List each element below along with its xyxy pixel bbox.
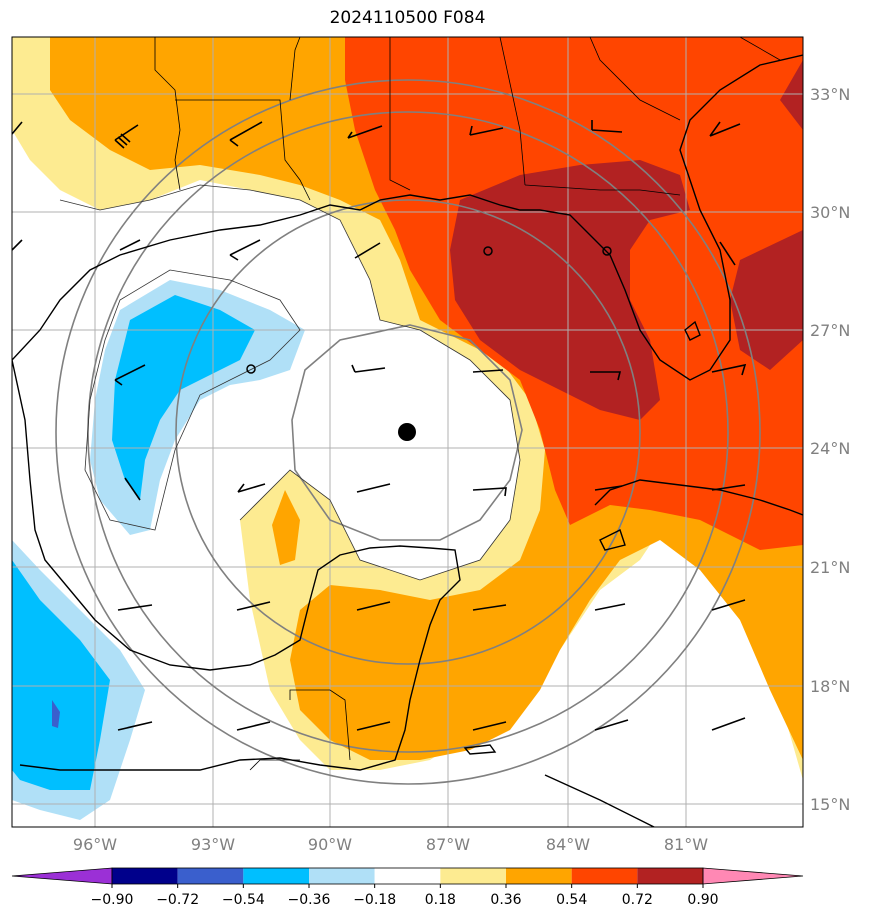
state-borders	[154, 37, 781, 771]
lon-label: 96°W	[73, 835, 117, 854]
shade-dark-red	[450, 160, 690, 420]
colorbar-extension-low	[11, 867, 113, 885]
colorbar-segment	[243, 868, 309, 884]
colorbar-tick-label: 0.18	[425, 892, 456, 908]
longitude-labels: 96°W 93°W 90°W 87°W 84°W 81°W	[73, 835, 708, 854]
lat-label: 33°N	[810, 85, 850, 104]
colorbar-tick-label: 0.36	[490, 892, 521, 908]
shade-orange-ridge	[272, 490, 300, 565]
coastlines	[12, 54, 803, 827]
colorbar-tick-label: 0.90	[687, 892, 718, 908]
colorbar-segment	[309, 868, 375, 884]
colorbar-tick-label: 0.54	[556, 892, 587, 908]
shade-blue-sw	[12, 560, 110, 790]
colorbar-segment	[374, 868, 441, 884]
lon-label: 81°W	[664, 835, 708, 854]
lon-label: 93°W	[191, 835, 235, 854]
colorbar-segment	[571, 868, 638, 884]
lon-label: 90°W	[308, 835, 352, 854]
map-title: 2024110500 F084	[329, 8, 486, 28]
lat-label: 27°N	[810, 321, 850, 340]
colorbar-segment	[112, 868, 178, 884]
lon-label: 87°W	[426, 835, 470, 854]
colorbar: −0.90 −0.72 −0.54 −0.36 −0.18 0.18 0.36 0.54 0.7…	[11, 867, 804, 908]
colorbar-segment	[440, 868, 506, 884]
calm-circles	[246, 246, 612, 374]
colorbar-tick-label: −0.90	[91, 892, 134, 908]
storm-center-marker	[398, 423, 416, 441]
colorbar-frame	[111, 867, 704, 885]
shade-dark-blue-spot	[52, 700, 60, 728]
shade-dark-red-east	[730, 230, 803, 370]
range-rings	[55, 79, 761, 785]
shade-blue	[112, 295, 255, 500]
lat-label: 15°N	[810, 795, 850, 814]
colorbar-tick-label: −0.72	[156, 892, 199, 908]
colorbar-tick-label: −0.18	[353, 892, 396, 908]
colorbar-segment	[506, 868, 572, 884]
lat-label: 24°N	[810, 439, 850, 458]
colorbar-tick-label: −0.36	[288, 892, 331, 908]
lon-label: 84°W	[546, 835, 590, 854]
lat-label: 18°N	[810, 677, 850, 696]
gridlines	[12, 37, 803, 827]
latitude-labels: 33°N 30°N 27°N 24°N 21°N 18°N 15°N	[810, 85, 850, 814]
map-plot-area	[12, 37, 803, 827]
colorbar-tick-label: 0.72	[622, 892, 653, 908]
colorbar-tick-label: −0.54	[222, 892, 265, 908]
plot-frame	[11, 36, 804, 828]
colorbar-extension-high	[702, 867, 804, 885]
colorbar-segment	[637, 868, 703, 884]
lat-label: 21°N	[810, 558, 850, 577]
colorbar-segment	[177, 868, 244, 884]
wind-barbs	[12, 120, 747, 731]
shade-dark-red-ne	[780, 60, 803, 130]
lat-label: 30°N	[810, 203, 850, 222]
contour-lines	[59, 184, 521, 581]
